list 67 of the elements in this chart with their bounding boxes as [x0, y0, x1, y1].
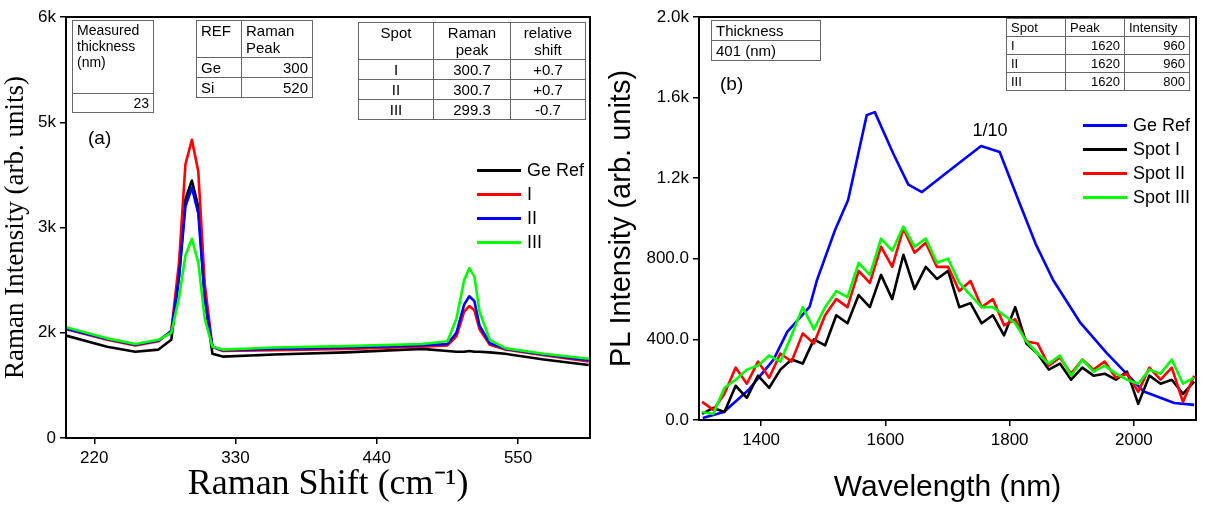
y-tick-label: 0.0 — [665, 409, 689, 429]
y-tick-label: 800.0 — [646, 248, 689, 268]
category-label: III — [1011, 74, 1022, 89]
category-label: Thickness — [711, 20, 821, 41]
category-label: Measured thickness (nm) — [72, 20, 154, 94]
y-tick-label: 5k — [38, 111, 57, 131]
text: +0.7 — [533, 81, 563, 98]
annotation: (a) — [88, 127, 112, 149]
text: 800 — [1163, 74, 1185, 89]
legend-label: I — [526, 183, 532, 205]
category-label: Raman peak — [433, 22, 511, 60]
y-axis-title: Raman Intensity (arb. units) — [0, 76, 30, 379]
annotation: (b) — [720, 73, 744, 95]
legend-label: III — [526, 231, 542, 253]
legend-label: Spot I — [1132, 139, 1180, 161]
text: 520 — [282, 79, 308, 96]
y-tick-label: 1.2k — [656, 167, 690, 187]
x-tick-label: 1600 — [866, 429, 905, 449]
x-tick-label: 220 — [80, 447, 109, 467]
category-label: Intensity — [1124, 18, 1190, 37]
y-tick-label: 400.0 — [646, 329, 689, 349]
text: 960 — [1163, 56, 1185, 71]
y-tick-label: 1.6k — [656, 87, 690, 107]
x-tick-label: 1400 — [742, 429, 781, 449]
category-label: III — [389, 101, 403, 118]
y-tick-label: 2k — [38, 322, 57, 342]
y-tick-label: 3k — [38, 217, 57, 237]
category-label: Spot — [1006, 18, 1066, 37]
text: 1620 — [1091, 56, 1120, 71]
text: 299.3 — [453, 101, 491, 118]
category-label: relative shift — [510, 22, 586, 60]
y-tick-label: 0 — [46, 427, 56, 447]
legend-label: Ge Ref — [1132, 115, 1190, 137]
x-tick-label: 1800 — [990, 429, 1029, 449]
category-label: I — [393, 61, 399, 78]
x-axis-title: Wavelength (nm) — [833, 469, 1062, 503]
text: 1620 — [1091, 38, 1120, 53]
category-label: Ge — [201, 59, 222, 76]
legend-label: Ge Ref — [526, 159, 584, 181]
category-label: REF — [196, 20, 242, 58]
text: 300.7 — [453, 81, 491, 98]
x-tick-label: 550 — [503, 447, 533, 467]
y-tick-label: 2.0k — [656, 6, 690, 26]
text: 1620 — [1091, 74, 1120, 89]
y-tick-label: 6k — [38, 6, 57, 26]
text: +0.7 — [533, 61, 563, 78]
text: 300 — [282, 59, 308, 76]
category-label: Spot — [358, 22, 434, 60]
x-tick-label: 2000 — [1114, 429, 1153, 449]
y-axis-title: PL Intensity (arb. units) — [604, 69, 637, 368]
text: 23 — [133, 95, 149, 111]
category-label: II — [391, 81, 401, 98]
text: -0.7 — [535, 101, 561, 118]
category-label: Peak — [1065, 18, 1125, 37]
text: 300.7 — [453, 61, 491, 78]
category-label: II — [1011, 56, 1019, 71]
category-label: I — [1011, 38, 1015, 53]
x-tick-label: 330 — [221, 447, 250, 467]
category-label: Raman Peak — [241, 20, 313, 58]
x-tick-label: 440 — [362, 447, 391, 467]
legend-label: Spot II — [1132, 163, 1185, 185]
annotation: 1/10 — [972, 119, 1008, 140]
legend-label: Spot III — [1132, 187, 1190, 209]
legend-label: II — [526, 207, 537, 229]
text: 960 — [1163, 38, 1185, 53]
text: 401 (nm) — [716, 42, 777, 59]
category-label: Si — [201, 79, 215, 96]
